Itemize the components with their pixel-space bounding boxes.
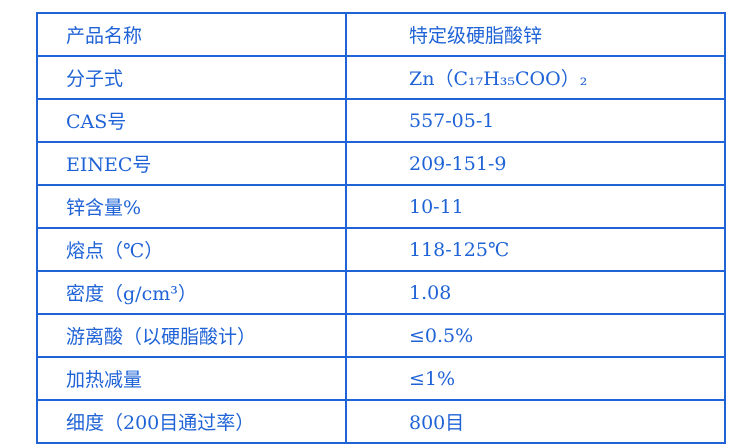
row-value: 特定级硬脂酸锌 — [345, 12, 726, 57]
row-label: 产品名称 — [36, 12, 347, 57]
row-value: 800目 — [345, 399, 726, 444]
table-row: 锌含量% 10-11 — [36, 184, 726, 229]
row-value: 118-125℃ — [345, 227, 726, 272]
table-row: 加热减量 ≤1% — [36, 356, 726, 401]
row-label: 密度（g/cm³） — [36, 270, 347, 315]
row-value: Zn（C₁₇H₃₅COO）₂ — [345, 55, 726, 100]
table-row: 分子式 Zn（C₁₇H₃₅COO）₂ — [36, 55, 726, 100]
row-value: 557-05-1 — [345, 98, 726, 143]
table-row: 产品名称 特定级硬脂酸锌 — [36, 12, 726, 57]
row-label: 分子式 — [36, 55, 347, 100]
table-row: 密度（g/cm³） 1.08 — [36, 270, 726, 315]
row-label: 细度（200目通过率） — [36, 399, 347, 444]
row-value: 209-151-9 — [345, 141, 726, 186]
table-row: 熔点（℃） 118-125℃ — [36, 227, 726, 272]
row-label: 加热减量 — [36, 356, 347, 401]
row-value: ≤1% — [345, 356, 726, 401]
row-label: 锌含量% — [36, 184, 347, 229]
row-value: 10-11 — [345, 184, 726, 229]
row-value: 1.08 — [345, 270, 726, 315]
row-label: CAS号 — [36, 98, 347, 143]
table-row: 细度（200目通过率） 800目 — [36, 399, 726, 444]
product-spec-table: 产品名称 特定级硬脂酸锌 分子式 Zn（C₁₇H₃₅COO）₂ CAS号 557-05-1… — [36, 12, 726, 444]
row-label: EINEC号 — [36, 141, 347, 186]
row-value: ≤0.5% — [345, 313, 726, 358]
table-row: CAS号 557-05-1 — [36, 98, 726, 143]
table-row: 游离酸（以硬脂酸计） ≤0.5% — [36, 313, 726, 358]
row-label: 游离酸（以硬脂酸计） — [36, 313, 347, 358]
row-label: 熔点（℃） — [36, 227, 347, 272]
table-row: EINEC号 209-151-9 — [36, 141, 726, 186]
